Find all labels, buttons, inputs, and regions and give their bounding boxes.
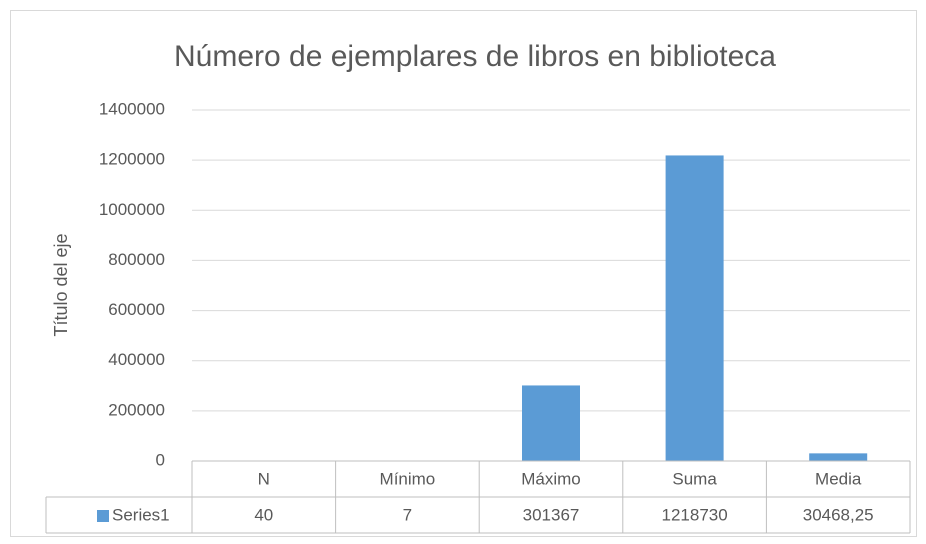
table-value: 7: [403, 505, 412, 524]
y-tick-label: 1200000: [99, 150, 165, 169]
legend-key: [97, 510, 109, 522]
x-tick-label: Máximo: [521, 469, 581, 488]
x-tick-label: Media: [815, 469, 862, 488]
bar: [665, 155, 724, 462]
y-tick-label: 200000: [108, 400, 165, 419]
x-tick-label: Suma: [672, 469, 717, 488]
y-tick-label: 600000: [108, 300, 165, 319]
y-axis-title: Título del eje: [51, 233, 71, 336]
table-value: 1218730: [662, 505, 728, 524]
table-value: 30468,25: [803, 505, 874, 524]
x-tick-label: N: [258, 469, 270, 488]
table-value: 40: [254, 505, 273, 524]
table-value: 301367: [523, 505, 580, 524]
legend-label: Series1: [112, 505, 170, 524]
y-tick-label: 400000: [108, 350, 165, 369]
bar: [809, 453, 868, 461]
chart-border: [10, 10, 917, 537]
chart-title: Número de ejemplares de libros en biblio…: [174, 40, 776, 73]
bar: [522, 385, 580, 461]
y-tick-label: 800000: [108, 250, 165, 269]
y-tick-label: 1400000: [99, 99, 165, 118]
y-tick-label: 0: [156, 450, 165, 469]
y-tick-label: 1000000: [99, 200, 165, 219]
x-tick-label: Mínimo: [380, 469, 436, 488]
